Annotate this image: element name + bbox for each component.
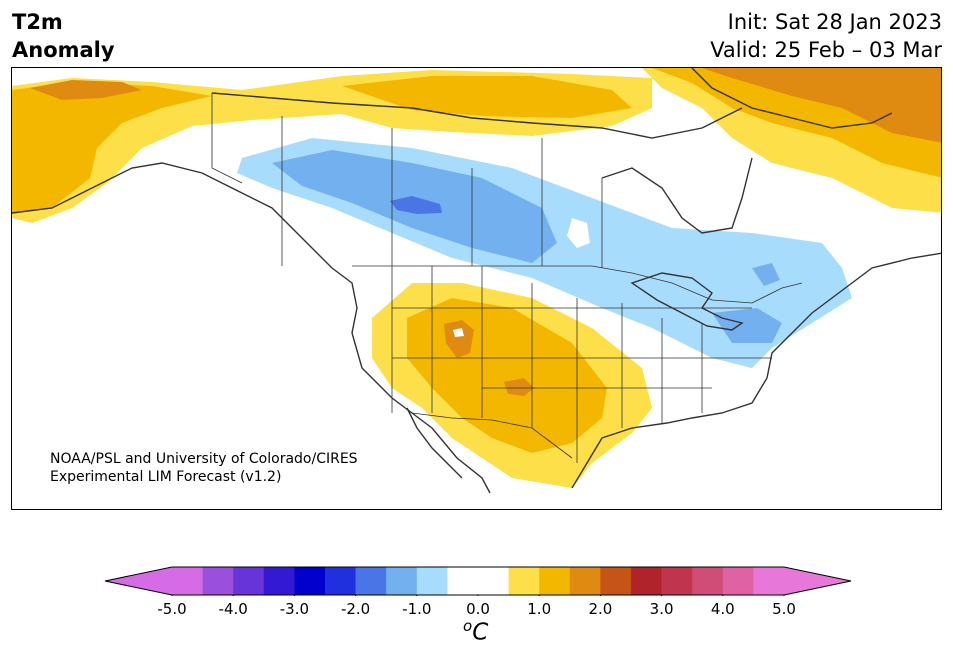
credit-line-1: NOAA/PSL and University of Colorado/CIRE… bbox=[50, 451, 358, 467]
title-line-1: T2m bbox=[12, 10, 63, 34]
colorbar-segment bbox=[325, 567, 357, 595]
colorbar-tick-label: 2.0 bbox=[588, 600, 613, 618]
colorbar-segment bbox=[539, 567, 571, 595]
cool-region-east-mid bbox=[752, 263, 780, 286]
colorbar-tick-label: -5.0 bbox=[157, 600, 187, 618]
colorbar-segment bbox=[233, 567, 265, 595]
coastline-east bbox=[766, 252, 941, 379]
border-provinces bbox=[281, 116, 603, 268]
coastline-arctic bbox=[211, 92, 743, 139]
colorbar-tick-label: 1.0 bbox=[527, 600, 552, 618]
coastline-gulf bbox=[571, 377, 768, 489]
colorbar-tick-label: -4.0 bbox=[218, 600, 248, 618]
neutral-spot-colorado bbox=[453, 328, 464, 337]
credit-text: NOAA/PSL and University of Colorado/CIRE… bbox=[50, 450, 358, 486]
colorbar-segment bbox=[722, 567, 754, 595]
colorbar-unit: oC bbox=[463, 617, 488, 646]
coastline-west bbox=[12, 162, 491, 494]
colorbar-segment bbox=[294, 567, 326, 595]
title-line-2: Anomaly bbox=[12, 38, 115, 62]
colorbar-segment bbox=[631, 567, 663, 595]
colorbar-segment bbox=[416, 567, 448, 595]
colorbar-tick-label: 5.0 bbox=[772, 600, 796, 618]
colorbar bbox=[104, 566, 852, 596]
border-us-canada bbox=[352, 265, 803, 304]
coastline-baja bbox=[406, 407, 463, 479]
colorbar-extend-high bbox=[784, 567, 851, 595]
border-us-mexico bbox=[411, 412, 573, 459]
colorbar-segment bbox=[692, 567, 724, 595]
init-date: Init: Sat 28 Jan 2023 bbox=[727, 10, 942, 34]
warm-region-southwest-inner bbox=[444, 320, 474, 358]
neutral-spot-hudson bbox=[567, 218, 590, 248]
colorbar-segment bbox=[386, 567, 418, 595]
credit-line-2: Experimental LIM Forecast (v1.2) bbox=[50, 469, 282, 485]
colorbar-extend-low bbox=[105, 567, 172, 595]
run-info: Init: Sat 28 Jan 2023 Valid: 25 Feb – 03… bbox=[710, 8, 942, 64]
warm-region-greenland-inner bbox=[702, 68, 941, 143]
map-canvas bbox=[12, 68, 941, 494]
great-lakes bbox=[630, 272, 744, 331]
colorbar-tick-label: -2.0 bbox=[340, 600, 371, 618]
colorbar-tick-label: -3.0 bbox=[279, 600, 310, 618]
colorbar-segment bbox=[447, 567, 479, 595]
anomaly-map: NOAA/PSL and University of Colorado/CIRE… bbox=[11, 67, 942, 510]
warm-region-texas-inner bbox=[504, 378, 534, 396]
border-alaska-canada bbox=[211, 93, 243, 184]
colorbar-segment bbox=[478, 567, 510, 595]
colorbar-segment bbox=[569, 567, 601, 595]
colorbar-tick-label: -1.0 bbox=[402, 600, 432, 618]
map-title: T2m Anomaly bbox=[12, 8, 115, 64]
colorbar-segment bbox=[263, 567, 295, 595]
colorbar-segment bbox=[355, 567, 387, 595]
colorbar-segment bbox=[753, 567, 785, 595]
coastline-hudson-bay bbox=[601, 157, 753, 234]
warm-region-alaska-inner bbox=[30, 80, 142, 100]
colorbar-segment bbox=[202, 567, 234, 595]
warm-region-alaska-mid bbox=[12, 82, 212, 213]
warm-region-arctic-mid bbox=[342, 76, 632, 118]
colorbar-tick-label: 4.0 bbox=[710, 600, 735, 618]
cool-region-northeast-mid bbox=[712, 308, 782, 343]
unit-base: C bbox=[472, 619, 489, 646]
colorbar-segment bbox=[172, 567, 204, 595]
border-states bbox=[391, 266, 772, 463]
unit-superscript: o bbox=[463, 617, 473, 635]
colorbar-tick-label: 0.0 bbox=[466, 600, 490, 618]
colorbar-tick-label: 3.0 bbox=[649, 600, 674, 618]
cool-region-core bbox=[390, 196, 442, 214]
colorbar-segment bbox=[600, 567, 632, 595]
coastline-greenland bbox=[691, 68, 893, 129]
valid-range: Valid: 25 Feb – 03 Mar bbox=[710, 38, 942, 62]
colorbar-segment bbox=[508, 567, 540, 595]
colorbar-segment bbox=[661, 567, 693, 595]
